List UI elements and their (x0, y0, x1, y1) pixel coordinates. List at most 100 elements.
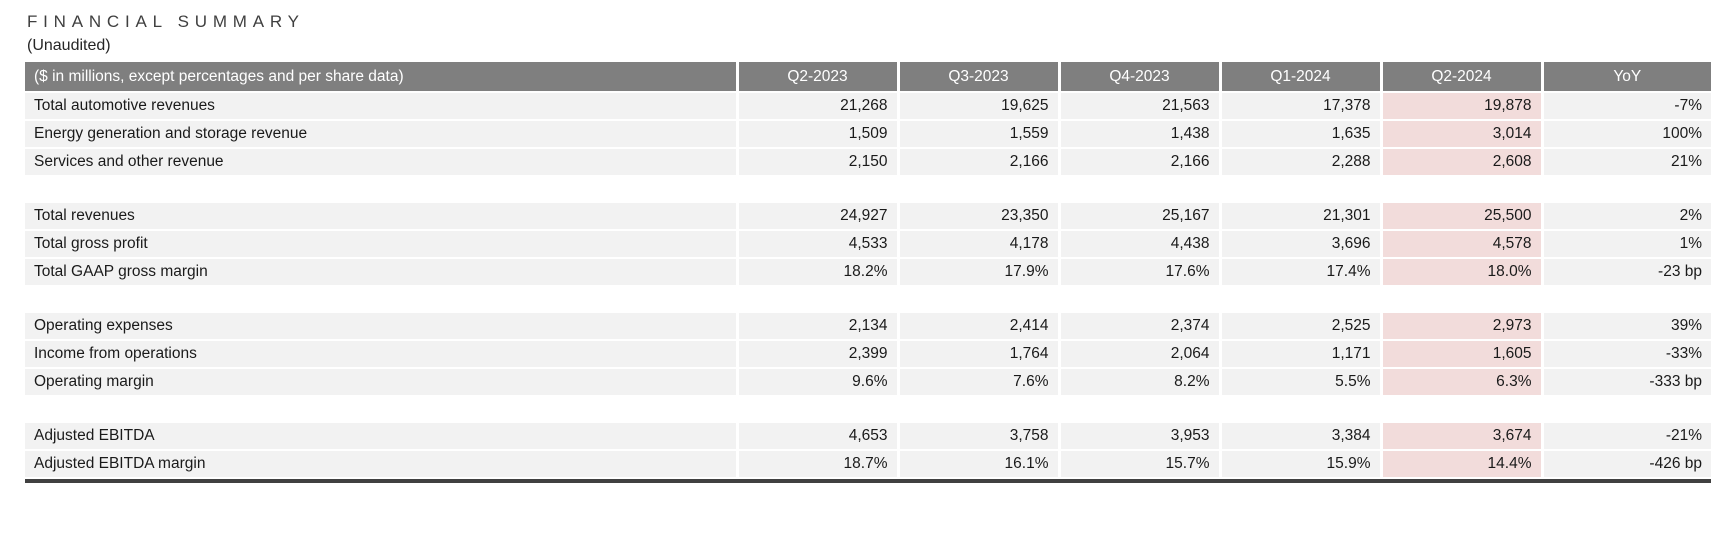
column-header-q2-2024: Q2-2024 (1381, 62, 1544, 93)
cell-value: 1% (1542, 230, 1711, 259)
cell-value: 2,064 (1059, 340, 1222, 369)
cell-value: 1,438 (1059, 120, 1222, 149)
cell-value: 2,134 (737, 312, 900, 341)
cell-value: 19,878 (1381, 92, 1544, 121)
cell-value: 2,525 (1220, 312, 1383, 341)
cell-value: 39% (1542, 312, 1711, 341)
cell-value: 17.6% (1059, 258, 1222, 287)
page-title: FINANCIAL SUMMARY (27, 12, 305, 31)
cell-value: 3,953 (1059, 422, 1222, 451)
cell-value: 7.6% (898, 368, 1061, 397)
cell-value: -7% (1542, 92, 1711, 121)
cell-value: 1,559 (898, 120, 1061, 149)
cell-value: 15.7% (1059, 450, 1222, 479)
cell-value: 6.3% (1381, 368, 1544, 397)
table-header-row: ($ in millions, except percentages and p… (25, 62, 1711, 93)
cell-value: 4,653 (737, 422, 900, 451)
cell-value: -426 bp (1542, 450, 1711, 479)
cell-value: 1,635 (1220, 120, 1383, 149)
page-subtitle: (Unaudited) (27, 37, 111, 54)
spacer-row (25, 176, 1711, 203)
data-row: Energy generation and storage revenue 1,5… (25, 120, 1711, 149)
cell-value: 23,350 (898, 202, 1061, 231)
table-bottom-border (25, 479, 1711, 483)
cell-value: 25,167 (1059, 202, 1222, 231)
cell-value: 4,438 (1059, 230, 1222, 259)
row-label: Total GAAP gross margin (25, 258, 739, 287)
cell-value: 2,399 (737, 340, 900, 369)
data-row: Adjusted EBITDA margin 18.7% 16.1% 15.7% 15.… (25, 450, 1711, 479)
cell-value: 4,578 (1381, 230, 1544, 259)
spacer-row (25, 286, 1711, 313)
cell-value: -333 bp (1542, 368, 1711, 397)
financial-summary-page: FINANCIAL SUMMARY (Unaudited) ($ in mill… (25, 12, 1711, 483)
spacer-cell (25, 396, 1711, 423)
spacer-row (25, 396, 1711, 423)
row-label: Adjusted EBITDA margin (25, 450, 739, 479)
cell-value: 15.9% (1220, 450, 1383, 479)
cell-value: -21% (1542, 422, 1711, 451)
cell-value: 4,178 (898, 230, 1061, 259)
column-header-q4-2023: Q4-2023 (1059, 62, 1222, 93)
cell-value: 17.4% (1220, 258, 1383, 287)
cell-value: 1,171 (1220, 340, 1383, 369)
data-row: Total gross profit 4,533 4,178 4,438 3,696 4,… (25, 230, 1711, 259)
cell-value: 2% (1542, 202, 1711, 231)
row-label: Total revenues (25, 202, 739, 231)
row-label: Income from operations (25, 340, 739, 369)
cell-value: 17,378 (1220, 92, 1383, 121)
cell-value: -33% (1542, 340, 1711, 369)
cell-value: 2,608 (1381, 148, 1544, 177)
row-label: Total automotive revenues (25, 92, 739, 121)
cell-value: 18.0% (1381, 258, 1544, 287)
column-header-q1-2024: Q1-2024 (1220, 62, 1383, 93)
cell-value: 2,150 (737, 148, 900, 177)
cell-value: 25,500 (1381, 202, 1544, 231)
cell-value: 2,288 (1220, 148, 1383, 177)
cell-value: 2,414 (898, 312, 1061, 341)
data-row: Total revenues 24,927 23,350 25,167 21,301 25… (25, 202, 1711, 231)
cell-value: 1,509 (737, 120, 900, 149)
table-header-caption: ($ in millions, except percentages and p… (25, 62, 739, 93)
cell-value: 21,563 (1059, 92, 1222, 121)
cell-value: 100% (1542, 120, 1711, 149)
column-header-yoy: YoY (1542, 62, 1711, 93)
data-row: Services and other revenue 2,150 2,166 2,16… (25, 148, 1711, 177)
cell-value: 2,374 (1059, 312, 1222, 341)
column-header-q3-2023: Q3-2023 (898, 62, 1061, 93)
cell-value: 19,625 (898, 92, 1061, 121)
cell-value: 16.1% (898, 450, 1061, 479)
row-label: Operating margin (25, 368, 739, 397)
cell-value: -23 bp (1542, 258, 1711, 287)
cell-value: 18.2% (737, 258, 900, 287)
cell-value: 21% (1542, 148, 1711, 177)
data-row: Adjusted EBITDA 4,653 3,758 3,953 3,384 3,674… (25, 422, 1711, 451)
data-row: Operating expenses 2,134 2,414 2,374 2,525 2,… (25, 312, 1711, 341)
data-row: Income from operations 2,399 1,764 2,064 1,1… (25, 340, 1711, 369)
spacer-cell (25, 176, 1711, 203)
financial-summary-table: ($ in millions, except percentages and p… (25, 62, 1711, 479)
table-body: Total automotive revenues 21,268 19,625 21,… (25, 92, 1711, 479)
row-label: Services and other revenue (25, 148, 739, 177)
row-label: Energy generation and storage revenue (25, 120, 739, 149)
cell-value: 3,014 (1381, 120, 1544, 149)
spacer-cell (25, 286, 1711, 313)
cell-value: 14.4% (1381, 450, 1544, 479)
cell-value: 3,758 (898, 422, 1061, 451)
data-row: Operating margin 9.6% 7.6% 8.2% 5.5% 6.3% -333… (25, 368, 1711, 397)
row-label: Total gross profit (25, 230, 739, 259)
cell-value: 8.2% (1059, 368, 1222, 397)
data-row: Total GAAP gross margin 18.2% 17.9% 17.6% 17… (25, 258, 1711, 287)
row-label: Adjusted EBITDA (25, 422, 739, 451)
row-label: Operating expenses (25, 312, 739, 341)
cell-value: 21,301 (1220, 202, 1383, 231)
cell-value: 18.7% (737, 450, 900, 479)
cell-value: 9.6% (737, 368, 900, 397)
data-row: Total automotive revenues 21,268 19,625 21,… (25, 92, 1711, 121)
column-header-q2-2023: Q2-2023 (737, 62, 900, 93)
cell-value: 1,605 (1381, 340, 1544, 369)
cell-value: 3,384 (1220, 422, 1383, 451)
cell-value: 2,166 (1059, 148, 1222, 177)
cell-value: 2,973 (1381, 312, 1544, 341)
cell-value: 1,764 (898, 340, 1061, 369)
